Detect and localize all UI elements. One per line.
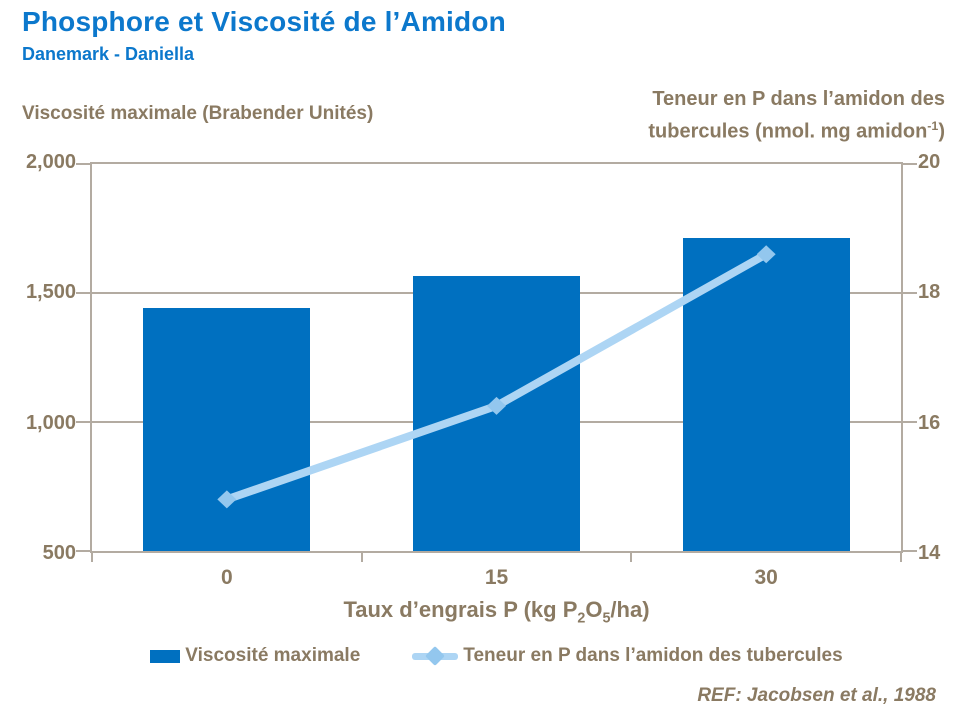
x-axis-title-suffix: /ha) xyxy=(610,597,650,622)
left-axis-tick-mark xyxy=(76,292,90,294)
right-axis-title-close-paren: ) xyxy=(938,120,945,143)
legend-item-viscosite: Viscosité maximale xyxy=(150,645,360,667)
left-axis-tick-label: 500 xyxy=(42,542,76,564)
x-axis-tick-mark xyxy=(630,553,633,562)
left-axis-tick-mark xyxy=(76,550,90,552)
right-axis-title: Teneur en P dans l’amidon des tubercules… xyxy=(545,86,945,146)
x-axis-title-text: Taux d’engrais P (kg P xyxy=(343,597,578,622)
right-axis-tick-mark xyxy=(903,550,917,552)
right-axis-title-superscript: -1 xyxy=(927,119,939,133)
right-axis-tick-mark xyxy=(903,292,917,294)
right-axis-tick-mark xyxy=(903,421,917,423)
right-axis-tick-label: 16 xyxy=(918,411,941,434)
line-marker-diamond-icon xyxy=(487,396,506,415)
legend: Viscosité maximale Teneur en P dans l’am… xyxy=(90,644,903,668)
x-axis-tick-label: 30 xyxy=(754,566,778,589)
legend-label-viscosite: Viscosité maximale xyxy=(185,645,361,666)
left-axis-tick-label: 1,000 xyxy=(25,411,76,434)
x-axis-title-subscript-2: 2 xyxy=(577,610,586,627)
reference-text: REF: Jacobsen et al., 1988 xyxy=(697,685,936,706)
left-axis-tick-label: 1,500 xyxy=(25,281,76,304)
right-axis-tick-label: 14 xyxy=(918,542,941,564)
x-axis-title: Taux d’engrais P (kg P2O5/ha) xyxy=(90,597,903,626)
page-subtitle: Danemark - Daniella xyxy=(22,44,195,64)
bar-30 xyxy=(683,238,850,551)
right-axis-tick-mark xyxy=(903,163,917,165)
right-axis-tick-label: 18 xyxy=(918,281,941,304)
line-marker-diamond-icon xyxy=(217,490,237,509)
right-axis-tick-label: 20 xyxy=(918,151,941,173)
diamond-marker-icon xyxy=(425,645,446,666)
left-axis-tick-mark xyxy=(76,421,90,423)
x-axis-tick-mark xyxy=(900,553,902,562)
teneur-line xyxy=(225,250,769,504)
line-series-swatch-icon xyxy=(412,645,459,666)
plot-area xyxy=(76,162,917,562)
x-axis-title-subscript-5: 5 xyxy=(602,610,611,627)
legend-label-teneur: Teneur en P dans l’amidon des tubercules xyxy=(463,645,843,666)
page-title: Phosphore et Viscosité de l’Amidon xyxy=(22,6,506,37)
right-axis-title-line2: tubercules (nmol. mg amidon xyxy=(648,120,928,143)
right-axis-title-line1: Teneur en P dans l’amidon des xyxy=(652,88,945,110)
x-axis-tick-mark xyxy=(360,553,363,562)
x-axis-tick-label: 0 xyxy=(220,566,233,589)
left-axis-tick-mark xyxy=(76,163,90,165)
x-axis-tick-label: 15 xyxy=(484,566,509,589)
bar-series-swatch-icon xyxy=(150,649,181,663)
x-axis-title-o: O xyxy=(585,597,603,622)
line-marker-diamond-icon xyxy=(756,245,776,264)
x-axis-tick-mark xyxy=(91,553,93,562)
bar-0 xyxy=(143,308,310,551)
left-axis-title: Viscosité maximale (Brabender Unités) xyxy=(22,103,374,124)
left-axis-tick-label: 2,000 xyxy=(25,151,76,173)
legend-item-teneur: Teneur en P dans l’amidon des tubercules xyxy=(412,645,843,667)
line-series-svg xyxy=(217,245,776,509)
